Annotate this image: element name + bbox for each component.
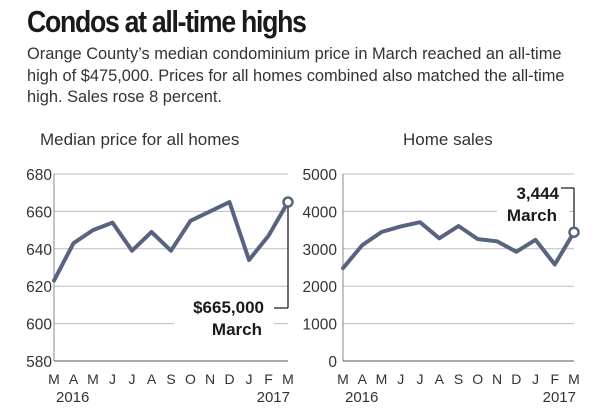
price-x-tick-label: M	[282, 371, 294, 387]
price-annotation-bg	[174, 292, 274, 342]
sales-annotation-bg	[497, 178, 569, 224]
sales-x-tick-label: D	[511, 371, 521, 387]
price-year-label-end: 2017	[257, 389, 290, 406]
price-y-tick-label: 620	[26, 279, 52, 296]
price-x-tick-label: D	[224, 371, 234, 387]
chart-title-price: Median price for all homes	[40, 130, 240, 149]
sales-year-label-start: 2016	[345, 389, 378, 406]
price-y-tick-label: 580	[26, 354, 52, 371]
price-annotation-label: March	[212, 320, 262, 339]
price-y-tick-label: 680	[26, 167, 52, 184]
sales-y-tick-label: 2000	[303, 279, 338, 296]
price-x-tick-label: N	[205, 371, 215, 387]
price-x-tick-label: O	[185, 371, 196, 387]
sales-x-tick-label: S	[454, 371, 463, 387]
price-end-point-marker	[282, 196, 294, 208]
sales-y-tick-label: 4000	[303, 204, 338, 221]
price-y-tick-label: 660	[26, 204, 52, 221]
price-x-tick-label: J	[109, 371, 116, 387]
price-annotation-value: $665,000	[193, 298, 264, 317]
sales-end-point-marker	[568, 226, 580, 238]
price-x-tick-label: F	[264, 371, 273, 387]
sales-x-tick-label: F	[550, 371, 559, 387]
price-x-tick-label: J	[129, 371, 136, 387]
chart-title-sales: Home sales	[403, 130, 493, 149]
sales-annotation-value: 3,444	[516, 184, 559, 203]
price-x-tick-label: J	[246, 371, 253, 387]
headline: Condos at all-time highs	[27, 4, 307, 39]
sales-y-tick-label: 3000	[303, 242, 338, 259]
price-year-label-start: 2016	[56, 389, 89, 406]
sales-x-tick-label: J	[532, 371, 539, 387]
sales-series-line	[341, 220, 576, 271]
price-x-tick-label: S	[166, 371, 175, 387]
price-x-tick-label: A	[147, 371, 157, 387]
sales-x-tick-label: M	[337, 371, 349, 387]
sales-y-tick-label: 0	[328, 354, 337, 371]
sales-annotation-label: March	[507, 206, 557, 225]
sales-x-tick-label: O	[472, 371, 483, 387]
price-x-tick-label: A	[69, 371, 79, 387]
price-y-tick-label: 640	[26, 242, 52, 259]
price-series-line	[52, 200, 290, 283]
sales-x-tick-label: A	[435, 371, 445, 387]
sales-x-tick-label: J	[397, 371, 404, 387]
sales-x-tick-label: M	[376, 371, 388, 387]
sales-x-tick-label: A	[358, 371, 368, 387]
sales-y-tick-label: 5000	[303, 167, 338, 184]
sales-x-tick-label: N	[492, 371, 502, 387]
sales-y-tick-label: 1000	[303, 317, 338, 334]
dek: Orange County’s median condominium price…	[27, 45, 565, 106]
price-x-tick-label: M	[48, 371, 60, 387]
sales-year-label-end: 2017	[543, 389, 576, 406]
price-y-tick-label: 600	[26, 317, 52, 334]
sales-x-tick-label: M	[568, 371, 580, 387]
price-x-tick-label: M	[87, 371, 99, 387]
sales-x-tick-label: J	[417, 371, 424, 387]
